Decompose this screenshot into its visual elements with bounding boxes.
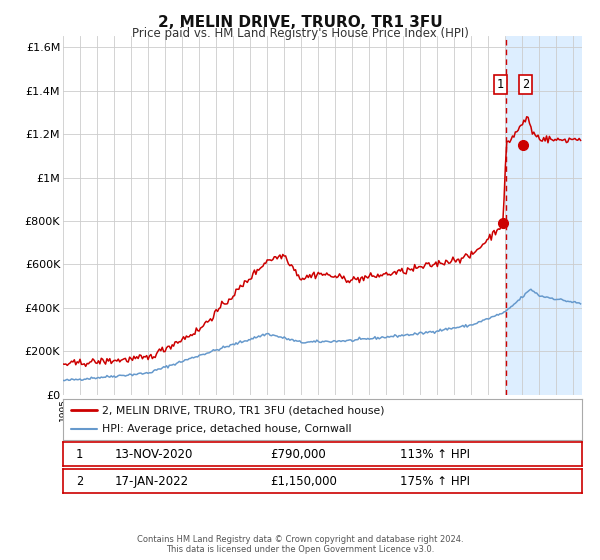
Bar (574, 36, 582, 395)
Text: £1,150,000: £1,150,000 (271, 475, 337, 488)
Text: 175% ↑ HPI: 175% ↑ HPI (400, 475, 470, 488)
Text: 2, MELIN DRIVE, TRURO, TR1 3FU: 2, MELIN DRIVE, TRURO, TR1 3FU (158, 15, 442, 30)
Text: 13-NOV-2020: 13-NOV-2020 (115, 448, 193, 461)
Text: 1: 1 (76, 448, 83, 461)
Text: £790,000: £790,000 (271, 448, 326, 461)
Text: 2: 2 (76, 475, 83, 488)
Text: 2, MELIN DRIVE, TRURO, TR1 3FU (detached house): 2, MELIN DRIVE, TRURO, TR1 3FU (detached… (102, 405, 385, 415)
Bar (506, 36, 582, 395)
Text: 2: 2 (522, 78, 529, 91)
Text: 113% ↑ HPI: 113% ↑ HPI (400, 448, 470, 461)
Text: Contains HM Land Registry data © Crown copyright and database right 2024.: Contains HM Land Registry data © Crown c… (137, 535, 463, 544)
Text: 17-JAN-2022: 17-JAN-2022 (115, 475, 189, 488)
Text: 1: 1 (497, 78, 504, 91)
Text: Price paid vs. HM Land Registry's House Price Index (HPI): Price paid vs. HM Land Registry's House … (131, 27, 469, 40)
Text: This data is licensed under the Open Government Licence v3.0.: This data is licensed under the Open Gov… (166, 545, 434, 554)
Text: HPI: Average price, detached house, Cornwall: HPI: Average price, detached house, Corn… (102, 424, 352, 433)
